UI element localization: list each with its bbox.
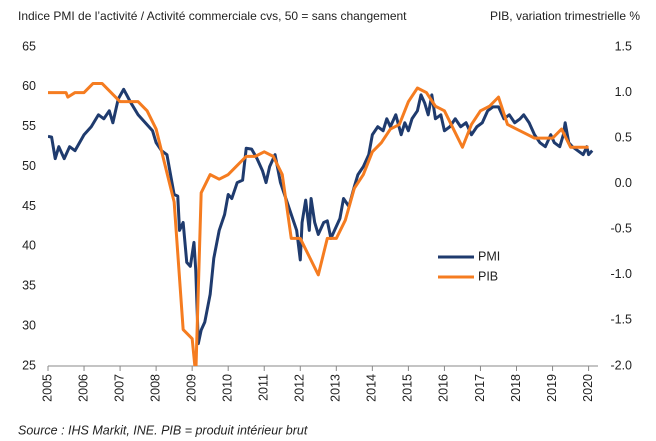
x-tick-label: 2008 — [148, 374, 162, 402]
legend-label: PMI — [478, 249, 500, 263]
x-tick-label: 2013 — [329, 374, 343, 402]
x-tick-label: 2014 — [365, 374, 379, 402]
x-tick-label: 2009 — [184, 374, 198, 402]
y-tick-label: 65 — [22, 39, 36, 53]
y-tick-label: 50 — [22, 159, 36, 173]
x-tick-label: 2020 — [581, 374, 595, 402]
x-tick-label: 2010 — [220, 374, 234, 402]
y-tick-label: 25 — [22, 358, 36, 372]
x-tick-label: 2019 — [545, 374, 559, 402]
y2-tick-label: 1.0 — [615, 85, 632, 99]
plot — [48, 81, 594, 366]
x-tick-label: 2015 — [401, 374, 415, 402]
y2-tick-label: -1.5 — [610, 313, 632, 327]
x-tick-label: 2012 — [293, 374, 307, 402]
x-tick-label: 2016 — [437, 374, 451, 402]
x-tick-label: 2007 — [112, 374, 126, 402]
y-tick-label: 55 — [22, 119, 36, 133]
y2-tick-label: 0.0 — [615, 176, 632, 190]
x-tick-label: 2005 — [40, 374, 54, 402]
source: Source : IHS Markit, INE. PIB = produit … — [18, 423, 308, 437]
y-tick-label: 60 — [22, 79, 36, 93]
y2-tick-label: -2.0 — [610, 358, 632, 372]
x-tick-label: 2018 — [509, 374, 523, 402]
series-line — [48, 81, 589, 366]
x-tick-label: 2017 — [473, 374, 487, 402]
y2-tick-label: -1.0 — [610, 267, 632, 281]
y-tick-label: 40 — [22, 239, 36, 253]
y-tick-label: 30 — [22, 318, 36, 332]
y-tick-label: 45 — [22, 199, 36, 213]
y2-tick-label: 0.5 — [615, 130, 632, 144]
x-tick-label: 2011 — [257, 374, 271, 401]
y2-tick-label: -0.5 — [610, 222, 632, 236]
y-tick-label: 35 — [22, 279, 36, 293]
title-left: Indice PMI de l’activité / Activité comm… — [18, 9, 407, 23]
title-right: PIB, variation trimestrielle % — [490, 9, 640, 23]
x-tick-label: 2006 — [76, 374, 90, 402]
y2-tick-label: 1.5 — [615, 39, 632, 53]
legend-label: PIB — [478, 269, 498, 283]
